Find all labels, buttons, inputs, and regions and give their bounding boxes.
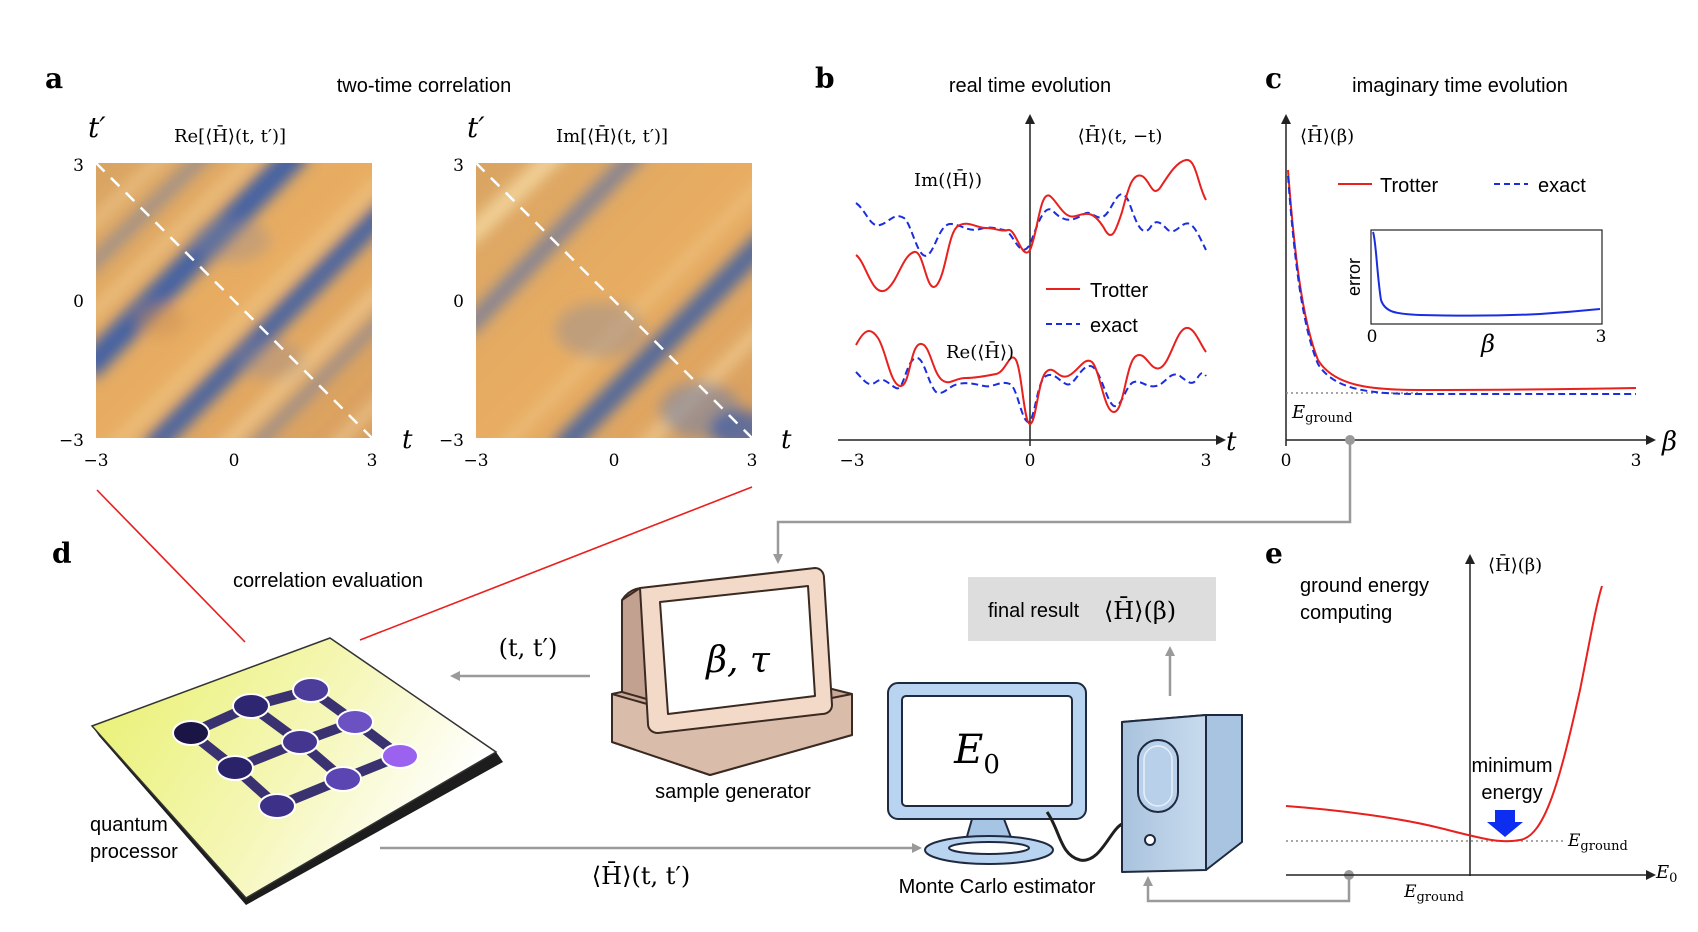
re-trotter-curve <box>855 326 1207 426</box>
panel-a-title: two-time correlation <box>337 75 512 97</box>
heatmap-real <box>96 163 372 438</box>
heatmap-imag-label: Im[⟨H̄⟩(t, t′)] <box>556 124 668 147</box>
quantum-chip-icon <box>90 637 503 905</box>
heatmap-imag-xlabel: t <box>781 425 792 455</box>
panel-b-xlabel: t <box>1226 427 1237 457</box>
quantum-label-line1: quantum <box>90 814 168 836</box>
bottom-label: ⟨H̄⟩(t, t′) <box>592 862 690 890</box>
panel-a-letter: a <box>45 62 63 95</box>
panel-c-legend: Trotter exact <box>1338 175 1586 197</box>
flow-arrow-to-sample <box>773 444 1352 564</box>
re-curve-label: Re(⟨H̄⟩) <box>946 340 1014 363</box>
panel-e-axes <box>1286 554 1656 880</box>
final-result-text: final result <box>988 600 1080 622</box>
panel-e-letter: e <box>1265 537 1283 570</box>
panel-c-legend-exact: exact <box>1538 175 1586 197</box>
panel-c-xtick-left: 0 <box>1281 451 1292 471</box>
panel-e-title-line2: computing <box>1300 602 1392 624</box>
panel-c-xtick-right: 3 <box>1631 451 1642 471</box>
monitor-cable <box>1045 811 1123 862</box>
panel-e-ylabel: ⟨H̄⟩(β) <box>1488 553 1542 576</box>
panel-b-legend-trotter: Trotter <box>1090 280 1148 302</box>
correlation-label: correlation evaluation <box>233 570 423 592</box>
e0-label: E0 <box>953 727 1000 780</box>
panel-c-letter: c <box>1265 62 1282 95</box>
final-result-math: ⟨H̄⟩(β) <box>1104 597 1176 625</box>
panel-c-legend-trotter: Trotter <box>1380 175 1438 197</box>
connector-line-right <box>359 486 753 641</box>
sample-label: sample generator <box>655 781 811 803</box>
panel-b-ylabel: ⟨H̄⟩(t, −t) <box>1078 124 1163 147</box>
connector-line-left <box>96 489 246 643</box>
im-trotter-curve <box>855 159 1207 293</box>
heatmap-imag-ytick-top: 3 <box>453 156 464 176</box>
im-curve-label: Im(⟨H̄⟩) <box>914 168 982 191</box>
panel-e-xlabel: E0 <box>1655 862 1677 886</box>
heatmap-imag-xtick-mid: 0 <box>609 451 620 471</box>
panel-c-title: imaginary time evolution <box>1352 75 1568 97</box>
heatmap-imag-ylabel: t′ <box>467 111 485 144</box>
heatmap-imag-ytick-bottom: −3 <box>439 431 464 451</box>
panel-b-xtick-right: 3 <box>1201 451 1212 471</box>
final-result-box: final result ⟨H̄⟩(β) <box>968 577 1216 641</box>
im-exact-curve <box>855 193 1207 257</box>
panel-b-title: real time evolution <box>949 75 1111 97</box>
flow-node-c <box>1345 435 1355 445</box>
panel-e-title-line1: ground energy <box>1300 575 1429 597</box>
heatmap-imag-ytick-mid: 0 <box>453 292 464 312</box>
flow-arrow-to-tower <box>1143 876 1351 903</box>
panel-c-ylabel: ⟨H̄⟩(β) <box>1300 124 1354 147</box>
panel-b-axes <box>838 114 1226 446</box>
heatmap-real-ylabel: t′ <box>88 111 106 144</box>
heatmap-imag <box>476 163 752 438</box>
heatmap-real-xlabel: t <box>402 425 413 455</box>
heatmap-imag-xtick-right: 3 <box>747 451 758 471</box>
c-ground-label: Eground <box>1291 402 1353 426</box>
heatmap-real-ytick-top: 3 <box>73 156 84 176</box>
panel-b-legend: Trotter exact <box>1046 280 1148 337</box>
e-energy-curve <box>1285 585 1603 843</box>
tt-label: (t, t′) <box>499 634 558 662</box>
min-label-line1: minimum <box>1471 755 1552 777</box>
panel-d-letter: d <box>52 537 72 570</box>
e-ground-label-bottom: Eground <box>1403 882 1464 905</box>
heatmap-imag-xtick-left: −3 <box>463 451 488 471</box>
heatmap-real-ytick-bottom: −3 <box>59 431 84 451</box>
panel-b-xtick-left: −3 <box>839 451 864 471</box>
inset-xtick-right: 3 <box>1596 327 1607 347</box>
inset-ylabel: error <box>1344 258 1364 296</box>
panel-c-xlabel: β <box>1661 427 1677 457</box>
monitor-icon <box>887 682 1087 865</box>
tower-pc-icon <box>1121 714 1243 873</box>
panel-b-xtick-mid: 0 <box>1025 451 1036 471</box>
heatmap-real-xtick-left: −3 <box>83 451 108 471</box>
down-arrow-icon <box>1487 810 1523 837</box>
retro-computer-icon <box>611 567 853 776</box>
panel-b-legend-exact: exact <box>1090 315 1138 337</box>
heatmap-real-xtick-right: 3 <box>367 451 378 471</box>
screen-text: β, τ <box>704 640 771 681</box>
mc-label: Monte Carlo estimator <box>899 876 1096 898</box>
heatmap-real-xtick-mid: 0 <box>229 451 240 471</box>
c-exact-curve <box>1287 175 1636 396</box>
panel-b-letter: b <box>815 62 835 95</box>
quantum-label-line2: processor <box>90 841 178 863</box>
heatmap-real-label: Re[⟨H̄⟩(t, t′)] <box>174 124 286 147</box>
heatmap-real-ytick-mid: 0 <box>73 292 84 312</box>
error-inset: error 0 3 β <box>1344 229 1607 358</box>
inset-xlabel: β <box>1480 330 1495 358</box>
inset-xtick-left: 0 <box>1367 327 1378 347</box>
e-ground-label-right: Eground <box>1567 831 1628 854</box>
min-label-line2: energy <box>1481 782 1542 804</box>
